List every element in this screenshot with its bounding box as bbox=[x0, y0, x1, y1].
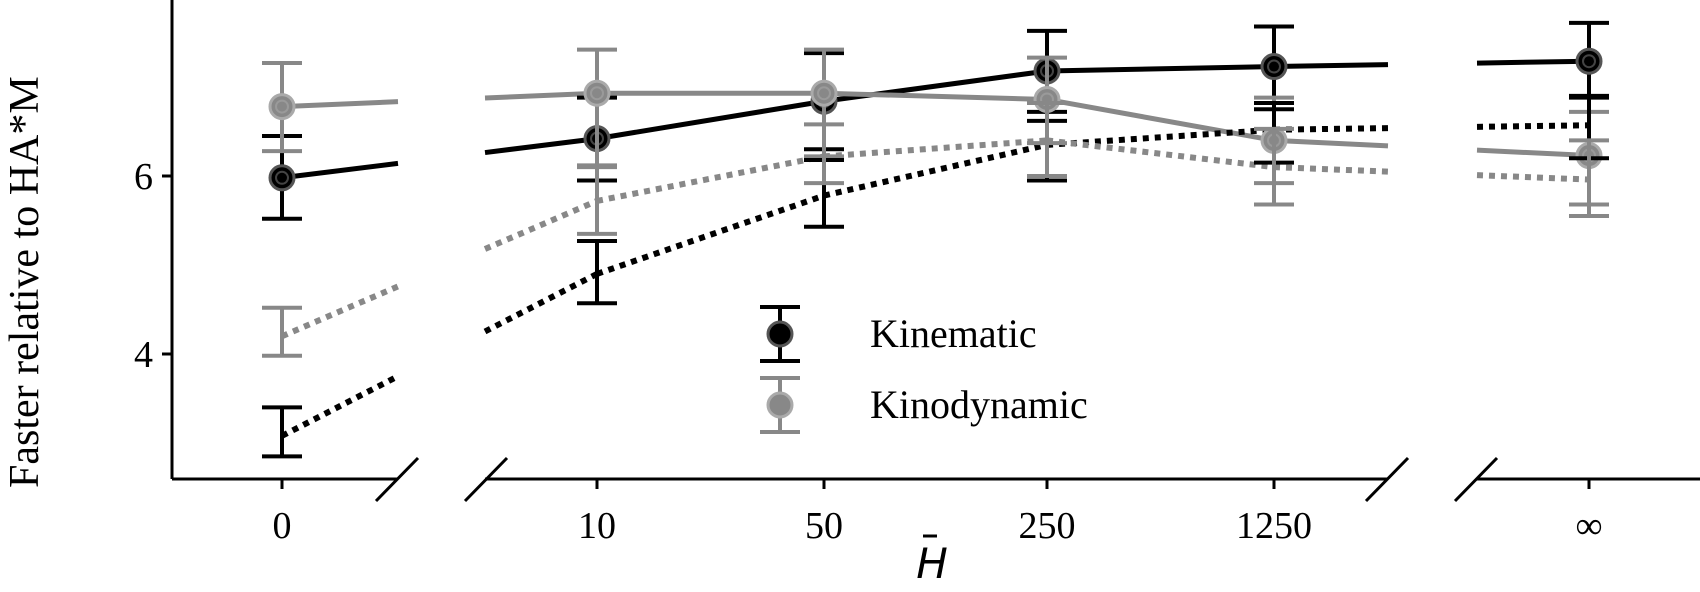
axes bbox=[170, 0, 1700, 503]
series-line-kinodynamic-dotted bbox=[280, 283, 400, 339]
series-line-kinodynamic-dotted bbox=[823, 137, 1048, 160]
legend-marker-kinematic bbox=[766, 320, 794, 348]
data-point-ring-kinematic-solid bbox=[1267, 59, 1281, 74]
data-point-ring-kinematic-solid bbox=[1582, 54, 1596, 69]
y-tick-label: 4 bbox=[134, 334, 153, 376]
series-line-kinodynamic-solid bbox=[484, 90, 598, 101]
series-line-kinematic-dotted bbox=[280, 373, 400, 439]
data-point-ring-kinodynamic-solid bbox=[275, 99, 289, 114]
axis-break-mark bbox=[374, 456, 420, 503]
axis-break-mark bbox=[1364, 456, 1410, 503]
x-axis-title-text: H bbox=[916, 539, 948, 588]
series-line-kinematic-solid bbox=[596, 98, 825, 142]
data-point-kinodynamic-solid bbox=[810, 79, 838, 107]
series-line-kinematic-dotted bbox=[1046, 126, 1275, 148]
series-line-kinematic-dotted bbox=[596, 192, 825, 277]
series-line-kinodynamic-solid bbox=[281, 99, 399, 110]
ticks: 4 6 0 10 50 250 1250 ∞ bbox=[134, 156, 1603, 547]
legend-marker-kinodynamic bbox=[766, 391, 794, 419]
series-line-kinodynamic-dotted bbox=[1273, 164, 1389, 175]
data-point-kinodynamic-solid bbox=[268, 93, 296, 121]
series-line-kinematic-solid bbox=[1046, 64, 1275, 74]
x-axis-title: H bbox=[916, 534, 948, 588]
data-point-kinematic-solid bbox=[268, 164, 296, 192]
legend: Kinematic Kinodynamic bbox=[760, 305, 1088, 434]
x-tick-label: 250 bbox=[1019, 505, 1076, 547]
y-tick-label: 6 bbox=[134, 156, 153, 198]
series-line-kinodynamic-dotted bbox=[1476, 172, 1590, 183]
x-tick-label: 10 bbox=[578, 505, 616, 547]
series-line-kinematic-solid bbox=[484, 136, 598, 156]
x-tick-label: 1250 bbox=[1236, 505, 1312, 547]
axis-break-mark bbox=[1453, 456, 1499, 503]
series-line-kinematic-dotted bbox=[1476, 122, 1590, 130]
data-point-ring-kinematic-solid bbox=[275, 170, 289, 185]
series-line-kinodynamic-solid bbox=[1046, 96, 1275, 143]
series-line-kinodynamic-solid bbox=[823, 90, 1048, 102]
x-tick-label: ∞ bbox=[1575, 505, 1602, 547]
series-line-kinodynamic-dotted bbox=[596, 153, 825, 204]
legend-label-kinematic: Kinematic bbox=[870, 311, 1037, 356]
series-line-kinematic-solid bbox=[281, 160, 399, 181]
series-line-kinodynamic-dotted bbox=[483, 198, 599, 252]
data-point-kinodynamic-solid bbox=[583, 79, 611, 107]
legend-label-kinodynamic: Kinodynamic bbox=[870, 382, 1088, 427]
data-point-kinematic-solid bbox=[1575, 47, 1603, 75]
series-line-kinematic-solid bbox=[1476, 58, 1590, 66]
series-line-kinodynamic-solid bbox=[1476, 147, 1590, 159]
series-line-kinodynamic-dotted bbox=[1046, 137, 1275, 171]
axis-break-mark bbox=[463, 456, 509, 503]
x-tick-label: 50 bbox=[805, 505, 843, 547]
series-line-kinodynamic-solid bbox=[1273, 137, 1389, 149]
x-tick-label: 0 bbox=[273, 505, 292, 547]
y-axis-title: Faster relative to HA*M bbox=[2, 76, 48, 488]
plot-area bbox=[262, 20, 1609, 459]
data-point-kinematic-solid bbox=[1260, 53, 1288, 81]
data-point-ring-kinodynamic-solid bbox=[590, 86, 604, 101]
series-line-kinematic-dotted bbox=[483, 271, 599, 335]
series-line-kinematic-dotted bbox=[823, 141, 1048, 199]
data-point-ring-kinodynamic-solid bbox=[817, 86, 831, 101]
series-line-kinematic-solid bbox=[1273, 62, 1389, 70]
